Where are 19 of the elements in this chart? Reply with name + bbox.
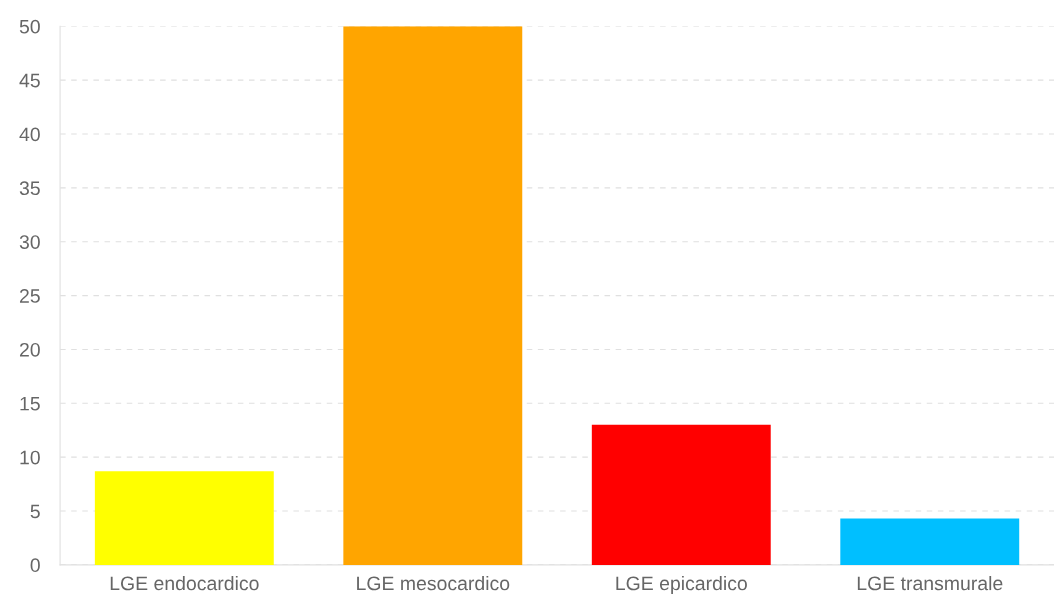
y-tick-label: 50 [19,19,40,34]
y-tick-label: 40 [19,127,40,142]
bar [840,518,1020,565]
y-tick-label: 30 [19,235,40,249]
y-tick-label: 15 [20,396,40,411]
x-tick-label: LGE transmurale [857,575,1003,591]
y-tick-label: 5 [30,504,40,519]
y-tick-label: 35 [19,181,40,196]
y-tick-label: 20 [19,342,40,357]
x-tick-label: LGE endocardico [110,575,259,591]
bar [591,424,771,565]
x-tick-label: LGE epicardico [616,575,747,595]
y-tick-label: 10 [20,450,40,465]
bar [343,26,523,565]
y-tick-label: 0 [30,558,40,573]
x-tick-label: LGE mesocardico [357,575,510,591]
y-tick-label: 25 [19,289,40,303]
y-tick-label: 45 [19,73,40,88]
bar [94,471,274,565]
